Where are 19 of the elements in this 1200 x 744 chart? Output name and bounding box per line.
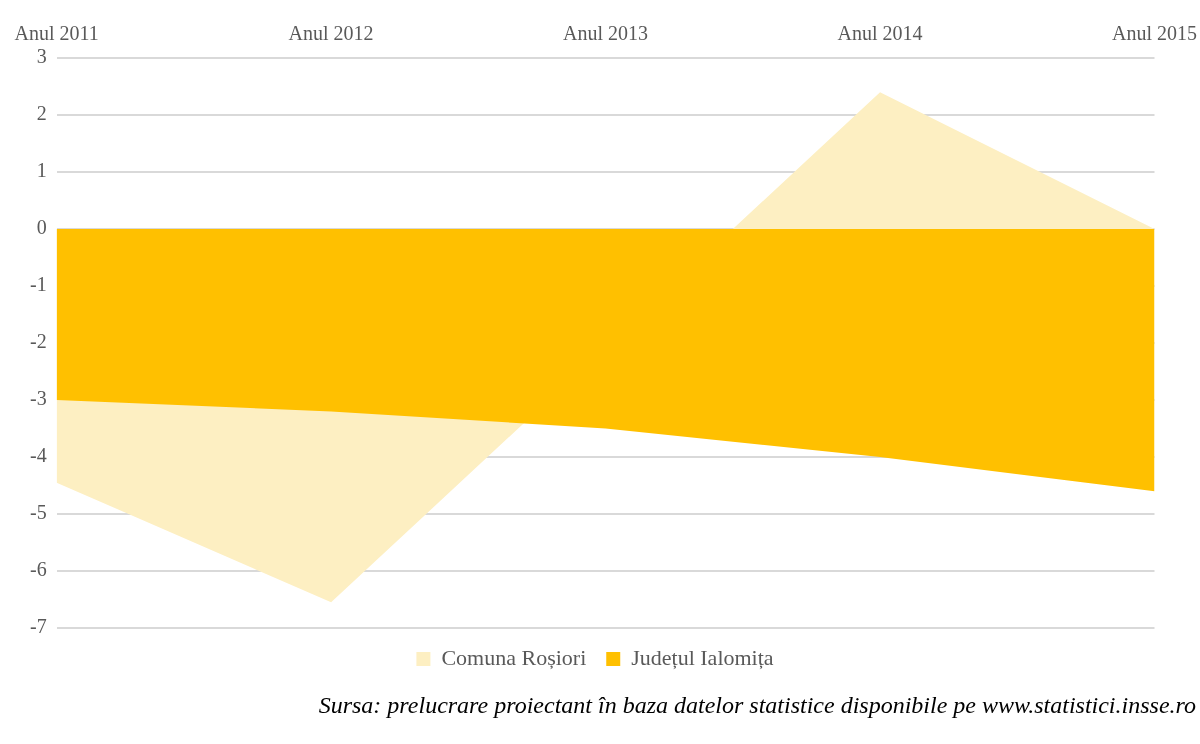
- x-tick-label: Anul 2012: [288, 22, 374, 45]
- x-tick-label: Anul 2015: [1112, 22, 1197, 45]
- y-tick-label: -6: [29, 558, 47, 581]
- y-tick-label: -1: [29, 273, 47, 296]
- x-tick-label: Anul 2014: [837, 22, 923, 45]
- y-tick-label: 3: [36, 45, 47, 68]
- y-tick-label: -5: [29, 501, 47, 524]
- y-tick-label: -3: [29, 387, 47, 410]
- legend-label: Comuna Roșiori: [441, 644, 587, 670]
- y-tick-label: -7: [29, 615, 47, 638]
- x-tick-label: Anul 2013: [563, 22, 649, 45]
- y-tick-label: 1: [36, 159, 47, 182]
- text: Sursa: prelucrare proiectant în baza datelor statistice disponibile pe www.statistici.insse.ro: [318, 692, 1196, 719]
- y-tick-label: 0: [36, 216, 47, 239]
- y-tick-label: -4: [29, 444, 47, 467]
- x-tick-label: Anul 2011: [14, 22, 99, 45]
- y-tick-label: -2: [29, 330, 47, 353]
- legend-label: Județul Ialomița: [631, 644, 774, 670]
- y-tick-label: 2: [36, 102, 47, 125]
